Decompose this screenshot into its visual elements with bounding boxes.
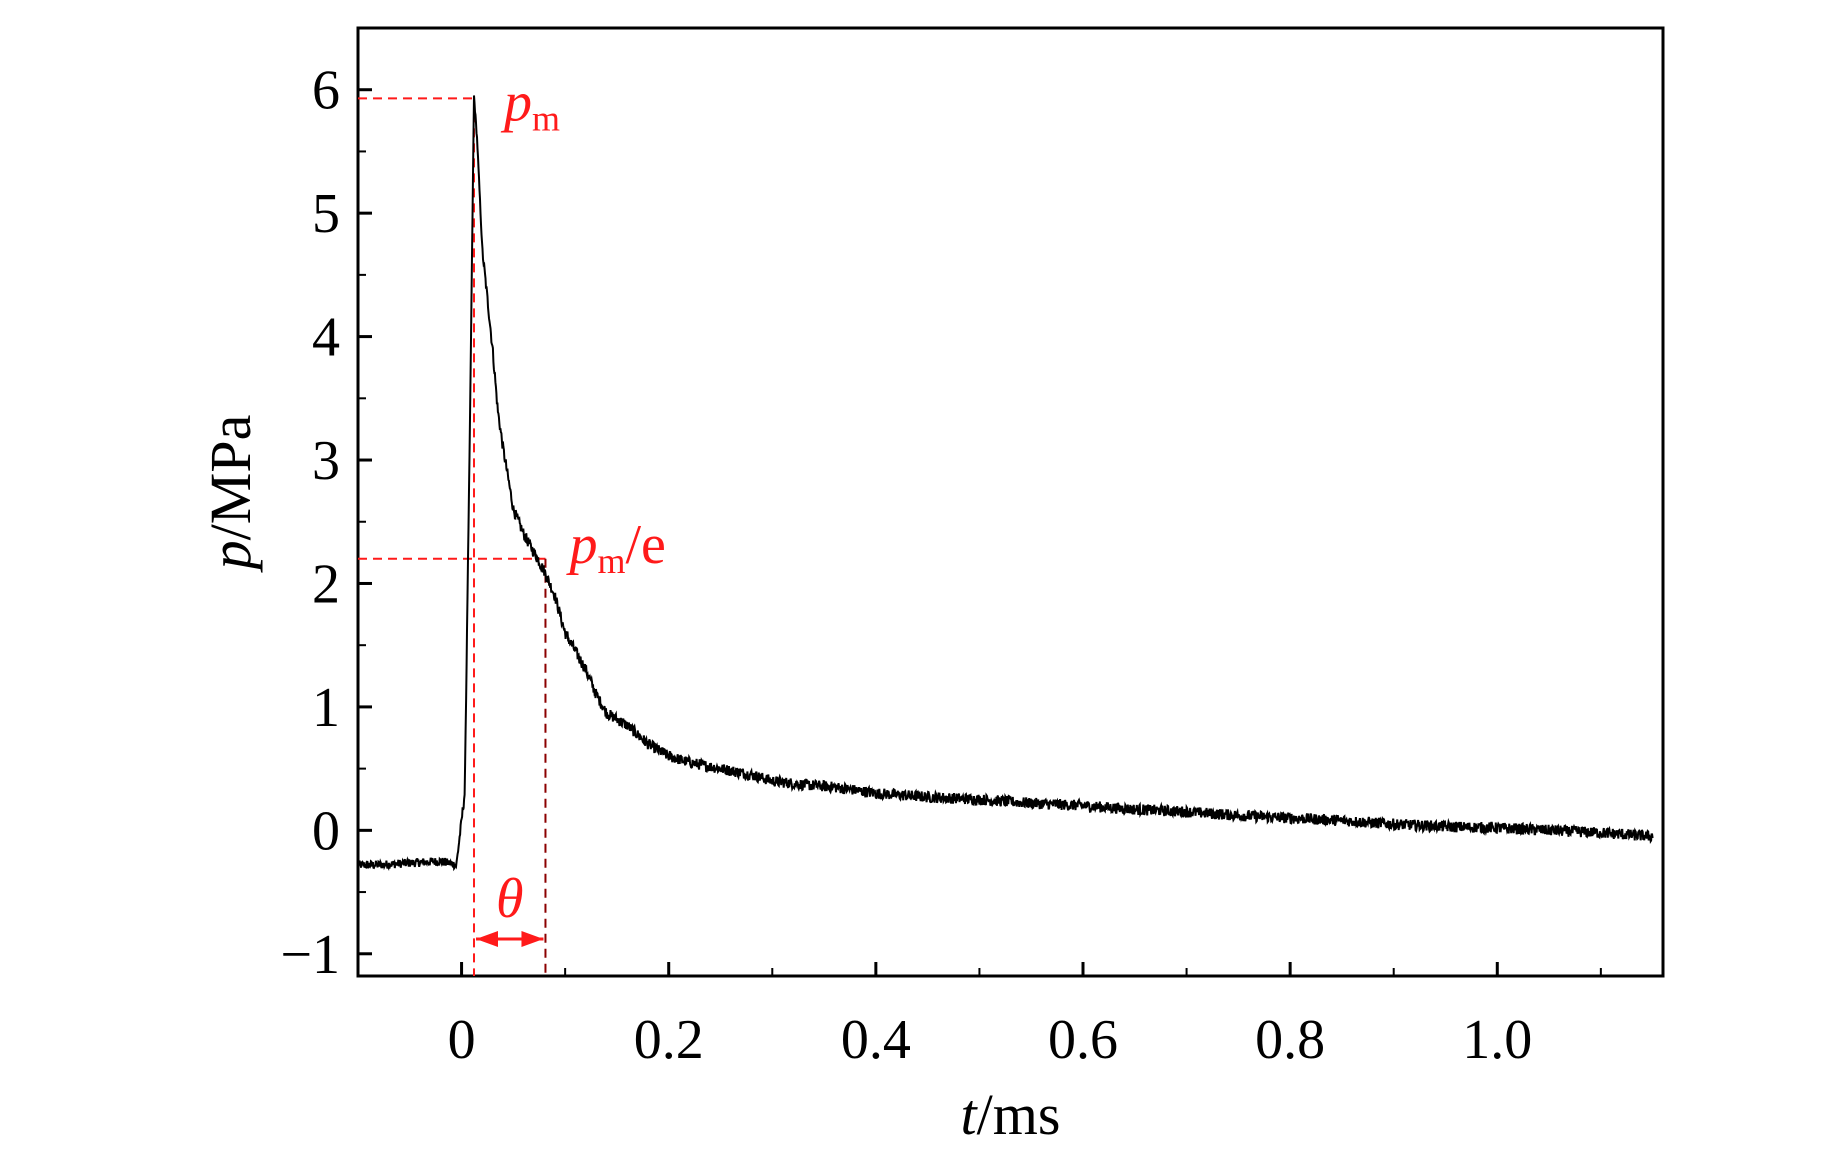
theta-arrow-head-left — [476, 930, 498, 947]
y-tick-label: 3 — [312, 430, 340, 492]
x-axis-ticks: 0 0.2 0.4 0.6 0.8 1.0 — [448, 962, 1602, 1071]
plot-frame — [356, 26, 1665, 978]
axes — [356, 26, 1665, 978]
y-tick-label: −1 — [280, 924, 340, 986]
y-axis-ticks: −1 0 1 2 3 4 5 6 — [280, 60, 372, 986]
x-tick-label: 0.8 — [1255, 1009, 1325, 1071]
y-tick-label: 2 — [312, 553, 340, 615]
y-tick-label: 0 — [312, 800, 340, 862]
x-axis-var: t — [961, 1082, 979, 1147]
pm-base: p — [500, 71, 532, 133]
x-tick-label: 0 — [448, 1009, 476, 1071]
pressure-series-line — [357, 95, 1654, 872]
y-tick-label: 4 — [312, 307, 340, 369]
x-axis-title: t/ms — [961, 1082, 1061, 1147]
x-tick-label: 0.4 — [841, 1009, 911, 1071]
x-tick-label: 0.6 — [1048, 1009, 1118, 1071]
theta-annotation-label: θ — [496, 868, 524, 930]
pm-e-suffix: /e — [625, 514, 665, 576]
pm-e-annotation-label: pm/e — [565, 514, 665, 581]
y-axis-unit: /MPa — [198, 415, 263, 541]
annotation-guides — [358, 97, 547, 976]
y-tick-label: 5 — [312, 183, 340, 245]
y-tick-label: 1 — [312, 677, 340, 739]
y-axis-title: p/MPa — [198, 415, 263, 574]
pm-sub: m — [532, 98, 560, 138]
y-tick-label: 6 — [312, 60, 340, 122]
x-tick-label: 0.2 — [634, 1009, 704, 1071]
pm-e-sub: m — [597, 541, 625, 581]
y-axis-var: p — [198, 540, 263, 573]
x-tick-label: 1.0 — [1462, 1009, 1532, 1071]
pm-e-base: p — [565, 514, 597, 576]
theta-arrow-head-right — [521, 930, 544, 947]
x-axis-unit: /ms — [977, 1082, 1061, 1147]
pm-annotation-label: pm — [500, 71, 560, 138]
